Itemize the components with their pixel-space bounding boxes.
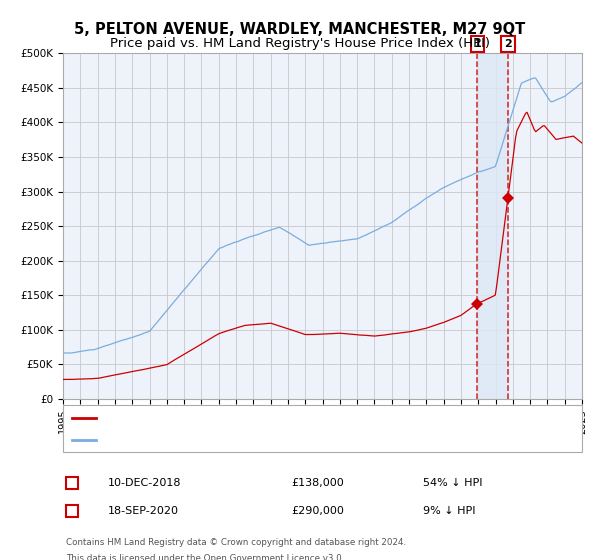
Text: 18-SEP-2020: 18-SEP-2020 (108, 506, 179, 516)
Text: 5, PELTON AVENUE, WARDLEY, MANCHESTER, M27 9QT: 5, PELTON AVENUE, WARDLEY, MANCHESTER, M… (74, 22, 526, 38)
Text: 10-DEC-2018: 10-DEC-2018 (108, 478, 182, 488)
Bar (478, 53, 508, 399)
Text: HPI: Average price, detached house, Salford: HPI: Average price, detached house, Salf… (100, 435, 330, 445)
Text: 2: 2 (68, 506, 76, 516)
Text: 9% ↓ HPI: 9% ↓ HPI (423, 506, 476, 516)
Text: £290,000: £290,000 (291, 506, 344, 516)
Text: 2: 2 (504, 39, 512, 49)
Text: Contains HM Land Registry data © Crown copyright and database right 2024.: Contains HM Land Registry data © Crown c… (66, 538, 406, 547)
Text: Price paid vs. HM Land Registry's House Price Index (HPI): Price paid vs. HM Land Registry's House … (110, 37, 490, 50)
Text: This data is licensed under the Open Government Licence v3.0.: This data is licensed under the Open Gov… (66, 553, 344, 560)
Text: 1: 1 (68, 478, 76, 488)
Text: 54% ↓ HPI: 54% ↓ HPI (423, 478, 482, 488)
Text: £138,000: £138,000 (291, 478, 344, 488)
Text: 5, PELTON AVENUE, WARDLEY, MANCHESTER, M27 9QT (detached house): 5, PELTON AVENUE, WARDLEY, MANCHESTER, M… (100, 413, 481, 423)
Text: 1: 1 (473, 39, 481, 49)
